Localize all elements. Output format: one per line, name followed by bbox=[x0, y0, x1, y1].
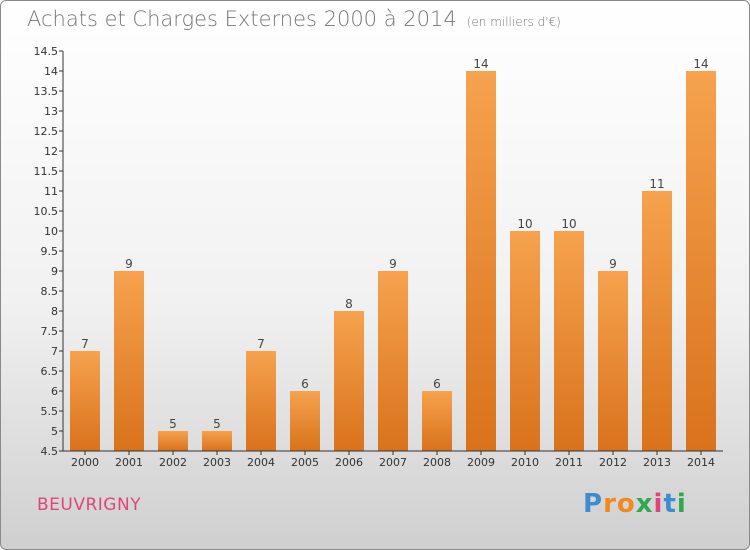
y-tick-label-8: 8 bbox=[51, 305, 58, 318]
y-tick-label-12.5: 12.5 bbox=[34, 125, 59, 138]
x-tick-label-2002: 2002 bbox=[159, 456, 187, 469]
data-label-2000: 7 bbox=[81, 337, 89, 351]
x-tick-label-2000: 2000 bbox=[71, 456, 99, 469]
bar-2010 bbox=[510, 231, 540, 451]
data-label-2004: 7 bbox=[257, 337, 265, 351]
x-tick-label-2012: 2012 bbox=[599, 456, 627, 469]
x-tick-label-2006: 2006 bbox=[335, 456, 363, 469]
data-label-2003: 5 bbox=[213, 417, 221, 431]
data-label-2002: 5 bbox=[169, 417, 177, 431]
y-tick-label-7: 7 bbox=[51, 345, 58, 358]
y-tick-label-12: 12 bbox=[44, 145, 58, 158]
bar-2013 bbox=[642, 191, 672, 451]
y-tick-label-6.5: 6.5 bbox=[41, 365, 59, 378]
x-tick-label-2010: 2010 bbox=[511, 456, 539, 469]
bar-2007 bbox=[378, 271, 408, 451]
bars-group: 7 9 5 5 7 6 8 9 6 14 10 10 9 11 14 bbox=[70, 57, 716, 451]
logo-letter: x bbox=[635, 489, 654, 519]
data-label-2011: 10 bbox=[561, 217, 576, 231]
x-tick-label-2003: 2003 bbox=[203, 456, 231, 469]
x-tick-label-2013: 2013 bbox=[643, 456, 671, 469]
x-tick-label-2001: 2001 bbox=[115, 456, 143, 469]
data-label-2012: 9 bbox=[609, 257, 617, 271]
bar-2009 bbox=[466, 71, 496, 451]
logo-letter: o bbox=[616, 489, 636, 519]
logo-letter: i bbox=[653, 489, 664, 519]
chart-title: Achats et Charges Externes 2000 à 2014 bbox=[27, 7, 457, 31]
logo-letter: r bbox=[603, 489, 617, 519]
bar-2001 bbox=[114, 271, 144, 451]
bar-2014 bbox=[686, 71, 716, 451]
data-label-2009: 14 bbox=[473, 57, 488, 71]
data-label-2014: 14 bbox=[693, 57, 708, 71]
data-label-2013: 11 bbox=[649, 177, 664, 191]
x-tick-label-2008: 2008 bbox=[423, 456, 451, 469]
y-tick-label-14: 14 bbox=[44, 65, 58, 78]
data-label-2005: 6 bbox=[301, 377, 309, 391]
y-tick-label-13.5: 13.5 bbox=[34, 85, 59, 98]
data-label-2006: 8 bbox=[345, 297, 353, 311]
data-label-2001: 9 bbox=[125, 257, 133, 271]
axes-group: 2000 2001 2002 2003 2004 2005 2006 2007 2008 2009… bbox=[34, 45, 723, 469]
y-tick-label-9.5: 9.5 bbox=[41, 245, 59, 258]
y-tick-label-8.5: 8.5 bbox=[41, 285, 59, 298]
y-tick-label-14.5: 14.5 bbox=[34, 45, 59, 58]
y-tick-label-11.5: 11.5 bbox=[34, 165, 59, 178]
logo-letter: i bbox=[676, 489, 687, 519]
data-label-2007: 9 bbox=[389, 257, 397, 271]
y-tick-label-10.5: 10.5 bbox=[34, 205, 59, 218]
bar-2011 bbox=[554, 231, 584, 451]
x-tick-label-2009: 2009 bbox=[467, 456, 495, 469]
y-tick-label-10: 10 bbox=[44, 225, 58, 238]
bar-2012 bbox=[598, 271, 628, 451]
x-tick-label-2011: 2011 bbox=[555, 456, 583, 469]
x-tick-label-2014: 2014 bbox=[687, 456, 715, 469]
bar-2006 bbox=[334, 311, 364, 451]
bar-2004 bbox=[246, 351, 276, 451]
x-tick-label-2007: 2007 bbox=[379, 456, 407, 469]
y-tick-label-13: 13 bbox=[44, 105, 58, 118]
logo-letter: P bbox=[583, 489, 604, 519]
proxiti-logo: Proxiti bbox=[583, 489, 687, 519]
bar-2005 bbox=[290, 391, 320, 451]
x-tick-label-2004: 2004 bbox=[247, 456, 275, 469]
data-label-2008: 6 bbox=[433, 377, 441, 391]
chart-unit: (en milliers d'€) bbox=[466, 15, 561, 29]
y-tick-label-6: 6 bbox=[51, 385, 58, 398]
x-tick-label-2005: 2005 bbox=[291, 456, 319, 469]
bar-2000 bbox=[70, 351, 100, 451]
location-label: BEUVRIGNY bbox=[37, 495, 142, 515]
logo-letter: t bbox=[663, 489, 677, 519]
data-label-2010: 10 bbox=[517, 217, 532, 231]
y-tick-label-5: 5 bbox=[51, 425, 58, 438]
y-tick-label-7.5: 7.5 bbox=[41, 325, 59, 338]
y-tick-label-4.5: 4.5 bbox=[41, 445, 59, 458]
bar-2002 bbox=[158, 431, 188, 451]
bar-2008 bbox=[422, 391, 452, 451]
bar-2003 bbox=[202, 431, 232, 451]
y-tick-label-5.5: 5.5 bbox=[41, 405, 59, 418]
y-tick-label-9: 9 bbox=[51, 265, 58, 278]
chart-title-block: Achats et Charges Externes 2000 à 2014 (e… bbox=[27, 7, 561, 31]
y-tick-label-11: 11 bbox=[44, 185, 58, 198]
